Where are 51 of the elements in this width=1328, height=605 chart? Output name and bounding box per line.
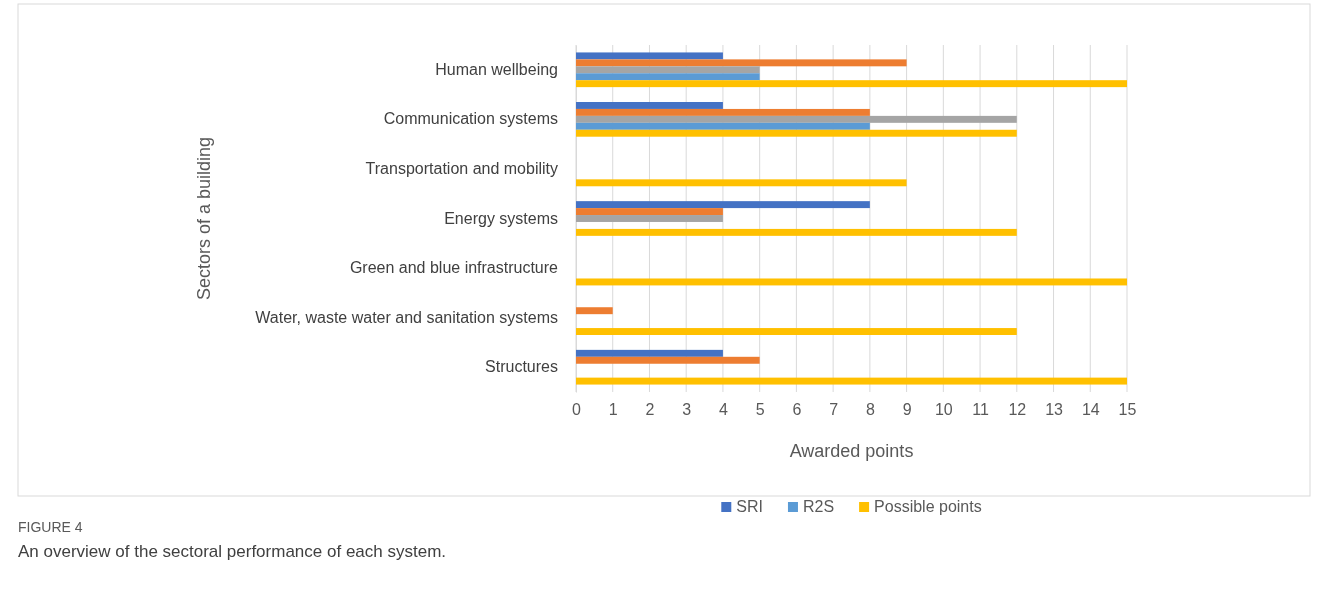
- x-tick-label: 0: [572, 401, 582, 419]
- x-tick-label: 11: [972, 401, 989, 419]
- y-axis-title: Sectors of a building: [194, 136, 214, 301]
- bar: [576, 215, 723, 222]
- x-tick-label: 15: [1118, 401, 1137, 419]
- y-tick-label: Transportation and mobility: [365, 160, 558, 178]
- bar: [576, 66, 760, 74]
- x-tick-label: 2: [645, 401, 655, 419]
- bar: [576, 122, 870, 130]
- bar: [576, 129, 1017, 137]
- bar: [576, 349, 723, 357]
- x-tick-label: 12: [1008, 401, 1027, 419]
- bar: [576, 307, 613, 315]
- legend-label: R2S: [802, 498, 835, 515]
- x-tick-label: 8: [865, 401, 875, 419]
- bar: [576, 208, 723, 216]
- bar: [576, 59, 907, 67]
- y-tick-label: Energy systems: [444, 209, 558, 227]
- bar: [576, 80, 1127, 88]
- bar: [576, 108, 870, 116]
- x-tick-label: 5: [755, 401, 765, 419]
- bar: [576, 228, 1017, 236]
- bar: [576, 102, 723, 109]
- bar: [576, 201, 870, 209]
- bar: [576, 179, 907, 187]
- text: An overview of the sectoral performance of each system.: [18, 542, 447, 561]
- caption: FIGURE 4: [18, 519, 83, 535]
- x-tick-label: 13: [1045, 401, 1064, 419]
- y-tick-label: Green and blue infrastructure: [349, 259, 559, 277]
- legend-label: SRI: [736, 498, 763, 515]
- y-tick-label: Water, waste water and sanitation systems: [255, 308, 558, 326]
- x-axis-title: Awarded points: [789, 441, 914, 461]
- x-tick-label: 10: [934, 401, 953, 419]
- bar: [576, 377, 1127, 385]
- y-tick-label: Human wellbeing: [435, 60, 558, 78]
- bar: [576, 356, 760, 364]
- x-tick-label: 14: [1081, 401, 1100, 419]
- x-tick-label: 1: [608, 401, 618, 419]
- x-tick-label: 6: [792, 401, 802, 419]
- bar: [576, 328, 1017, 335]
- y-tick-label: Structures: [485, 358, 558, 376]
- x-tick-label: 7: [829, 401, 839, 419]
- legend-label: Possible points: [874, 498, 982, 515]
- x-tick-label: 9: [902, 401, 912, 419]
- bar: [576, 52, 723, 60]
- y-tick-label: Communication systems: [383, 110, 558, 128]
- bar: [576, 73, 760, 81]
- x-tick-label: 3: [682, 401, 692, 419]
- x-tick-label: 4: [718, 401, 728, 419]
- bar: [576, 278, 1127, 286]
- bar: [576, 115, 1017, 123]
